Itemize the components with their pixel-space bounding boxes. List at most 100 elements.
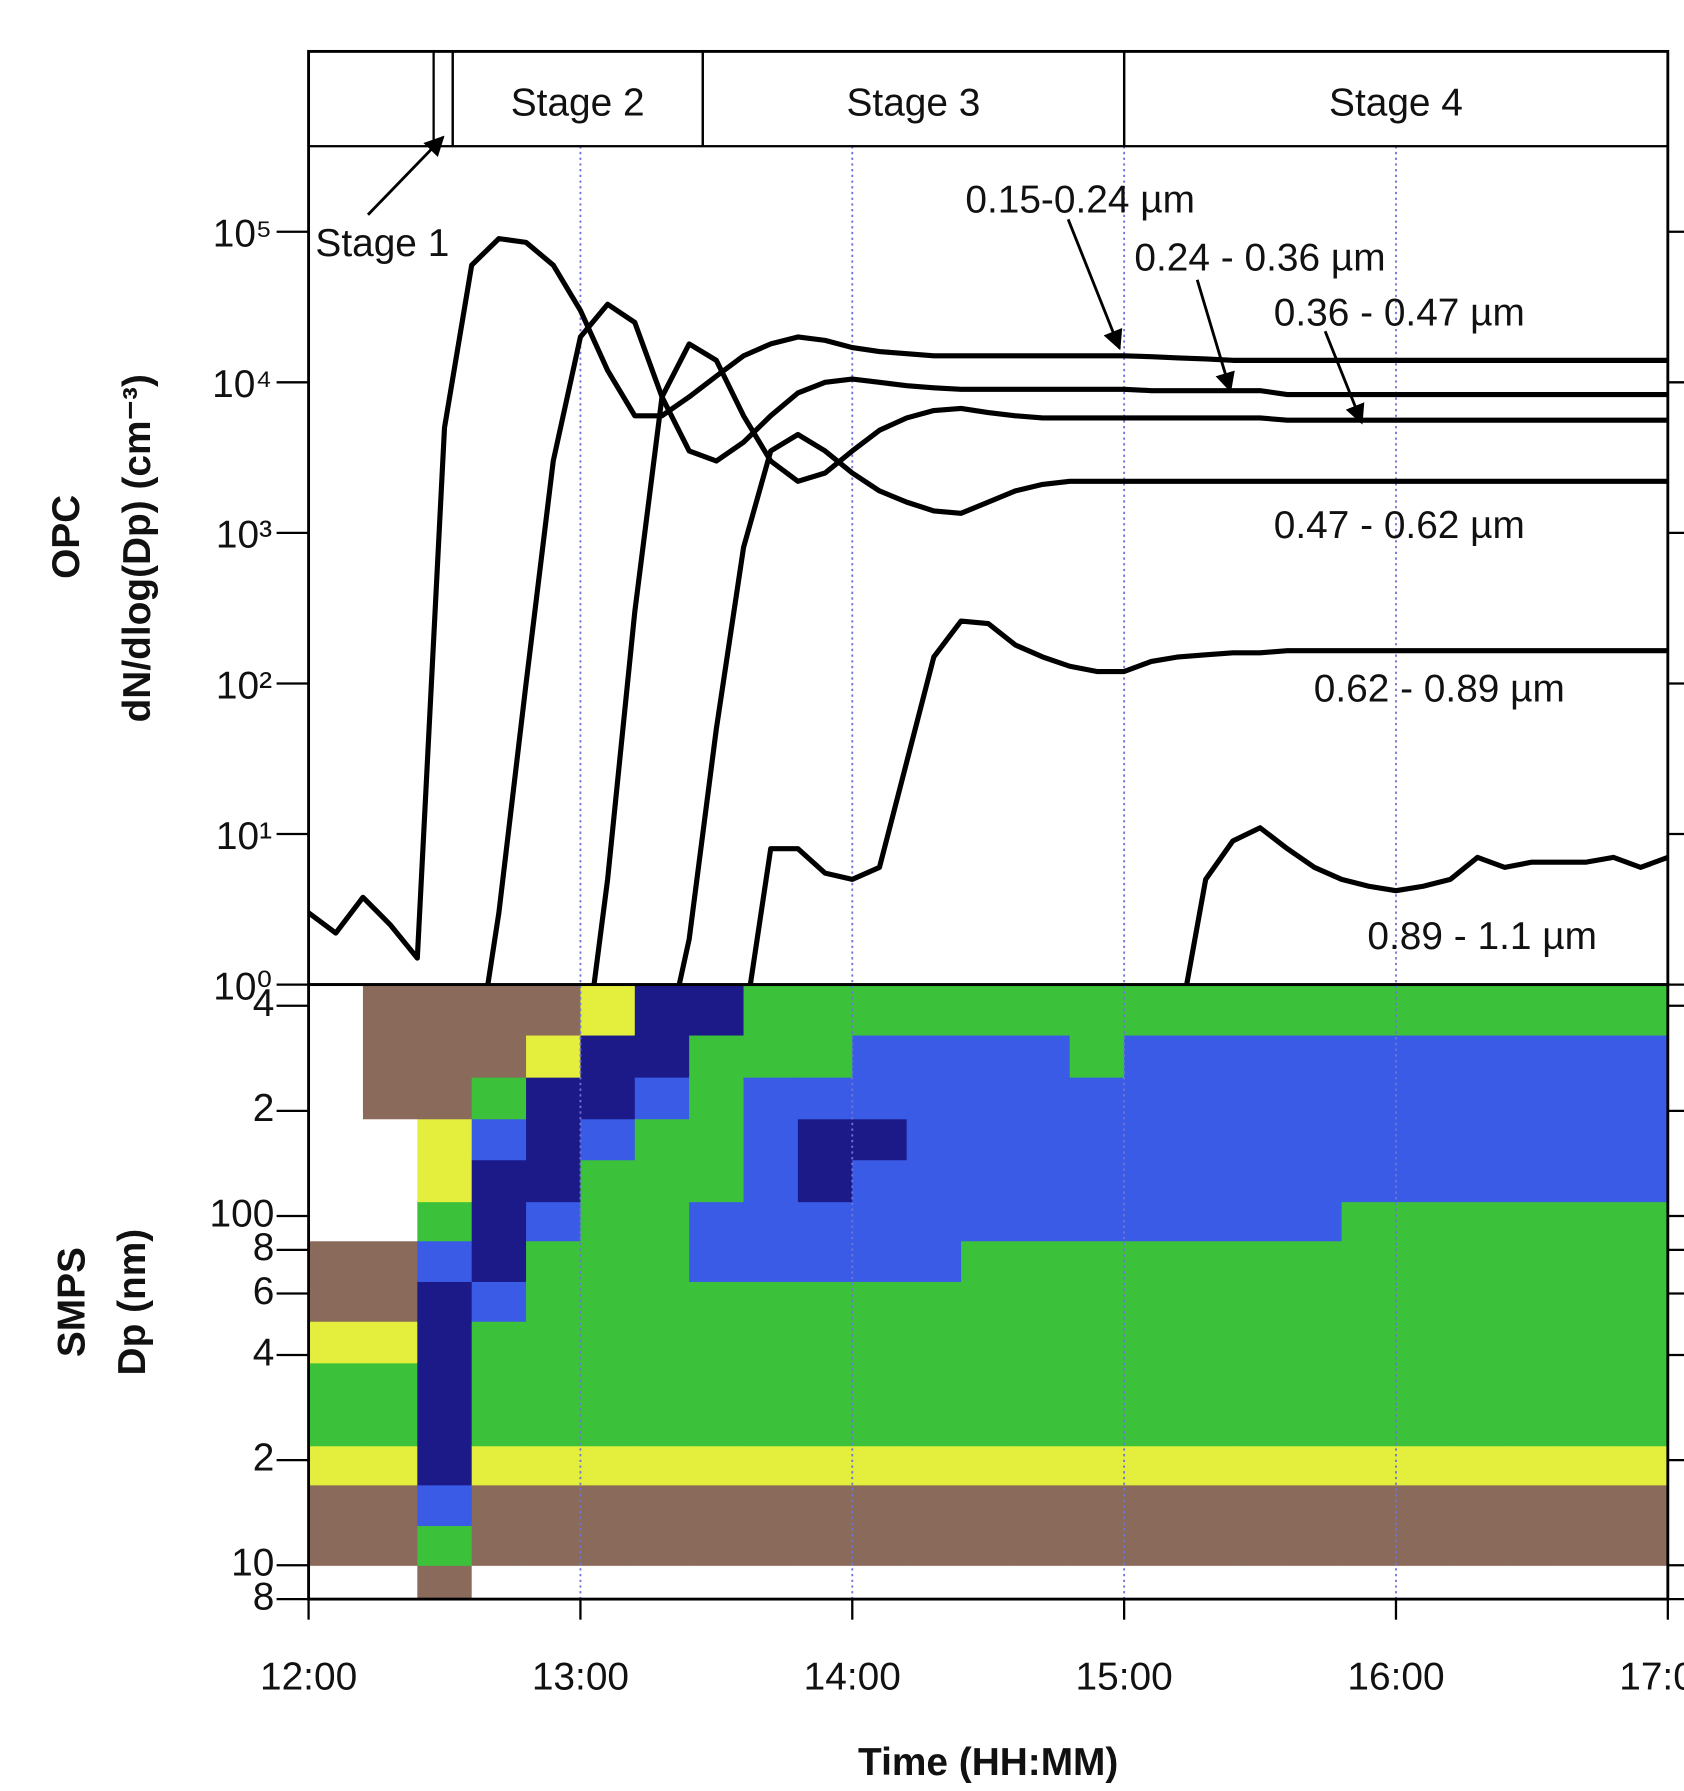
heat-cell (1504, 1281, 1560, 1322)
heat-cell (1559, 1362, 1615, 1405)
heat-cell (1124, 1321, 1180, 1364)
heat-cell (1395, 1077, 1451, 1120)
heat-cell (1341, 1240, 1397, 1282)
heat-cell (1069, 1034, 1125, 1078)
heat-cell (1504, 1201, 1560, 1242)
heat-cell (906, 1118, 962, 1161)
heat-cell (634, 1321, 690, 1364)
heat-cell (797, 1159, 853, 1203)
heat-cell (417, 1281, 473, 1322)
heat-cell (961, 1525, 1016, 1566)
heat-cell (852, 1484, 908, 1527)
x-tick-label: 12:00 (260, 1655, 357, 1698)
heat-cell (906, 1565, 962, 1600)
heat-cell (852, 1077, 908, 1120)
heat-cell (526, 984, 582, 1036)
heat-cell (1504, 1118, 1560, 1161)
series-arrow (1323, 330, 1365, 425)
heat-cell (580, 1484, 636, 1527)
smps-frame (307, 983, 1670, 1601)
y-tick-label: 6 (253, 1270, 275, 1313)
y-tick-label: 2 (253, 1087, 275, 1130)
heat-cell (580, 1565, 636, 1600)
heat-cell (1015, 984, 1071, 1036)
heat-cell (1287, 1118, 1343, 1161)
heat-cell (417, 1201, 473, 1242)
heat-cell (634, 1445, 690, 1486)
heat-cell (362, 1159, 418, 1203)
heat-cell (906, 1201, 962, 1242)
heat-cell (906, 984, 962, 1036)
heat-cell (1504, 1159, 1560, 1203)
heat-cell (1450, 1565, 1506, 1600)
x-tick-label: 15:00 (1076, 1655, 1173, 1698)
heat-cell (1559, 1159, 1615, 1203)
heat-cell (1124, 1118, 1180, 1161)
heat-cell (1559, 1201, 1615, 1242)
heat-cell (362, 984, 418, 1036)
heat-cell (526, 1565, 582, 1600)
heat-cell (1559, 1484, 1615, 1527)
heat-cell (1015, 1362, 1071, 1405)
heat-cell (1178, 1240, 1234, 1282)
heat-cell (961, 1077, 1016, 1120)
heat-cell (308, 1034, 364, 1078)
heat-cell (1124, 1484, 1180, 1527)
stage-label: Stage 3 (847, 81, 981, 124)
heat-cell (1232, 1281, 1288, 1322)
heat-cell (961, 1484, 1016, 1527)
heat-cell (580, 1159, 636, 1203)
heat-cell (852, 984, 908, 1036)
heat-cell (362, 1281, 418, 1322)
heat-cell (1395, 1118, 1451, 1161)
heat-cell (1613, 1362, 1668, 1405)
heat-cell (743, 1159, 799, 1203)
heat-cell (906, 1525, 962, 1566)
heat-cell (471, 1034, 527, 1078)
y-tick-label: 100 (210, 1192, 275, 1235)
heat-cell (1341, 1362, 1397, 1405)
heat-cell (1287, 1034, 1343, 1078)
heat-cell (1124, 1159, 1180, 1203)
heat-cell (308, 1445, 364, 1486)
heat-cell (308, 1159, 364, 1203)
heat-cell (634, 1403, 690, 1447)
heat-cell (1124, 1403, 1180, 1447)
heat-cell (1395, 1445, 1451, 1486)
heat-cell (1613, 1240, 1668, 1282)
x-tick-label: 16:00 (1347, 1655, 1444, 1698)
y-tick-label: 10⁰ (213, 965, 272, 1008)
heat-cell (797, 1321, 853, 1364)
heat-cell (1341, 1281, 1397, 1322)
heat-cell (1287, 1362, 1343, 1405)
y-tick-label: 8 (253, 1575, 275, 1618)
series-arrow (1066, 218, 1123, 351)
heat-cell (634, 1077, 690, 1120)
heat-cell (743, 1321, 799, 1364)
heat-cell (1015, 1321, 1071, 1364)
heat-cell (526, 1525, 582, 1566)
heat-cell (906, 1159, 962, 1203)
heat-cell (797, 1034, 853, 1078)
heat-cell (1232, 1445, 1288, 1486)
heat-cell (1178, 1445, 1234, 1486)
heat-cell (1450, 1240, 1506, 1282)
heat-cell (471, 1362, 527, 1405)
series-label: 0.89 - 1.1 µm (1367, 915, 1597, 958)
heat-cell (743, 1565, 799, 1600)
heat-cell (797, 1362, 853, 1405)
heat-cell (1015, 1525, 1071, 1566)
heat-cell (1287, 1565, 1343, 1600)
heat-cell (1015, 1201, 1071, 1242)
heat-cell (1450, 1077, 1506, 1120)
heat-cell (1232, 1362, 1288, 1405)
heat-cell (1395, 1525, 1451, 1566)
heat-cell (1613, 1201, 1668, 1242)
heat-cell (1559, 1525, 1615, 1566)
heat-cell (362, 1565, 418, 1600)
heat-cell (1341, 984, 1397, 1036)
heat-cell (308, 1403, 364, 1447)
heat-cell (743, 1362, 799, 1405)
heat-cell (308, 1484, 364, 1527)
heat-cell (1395, 1281, 1451, 1322)
